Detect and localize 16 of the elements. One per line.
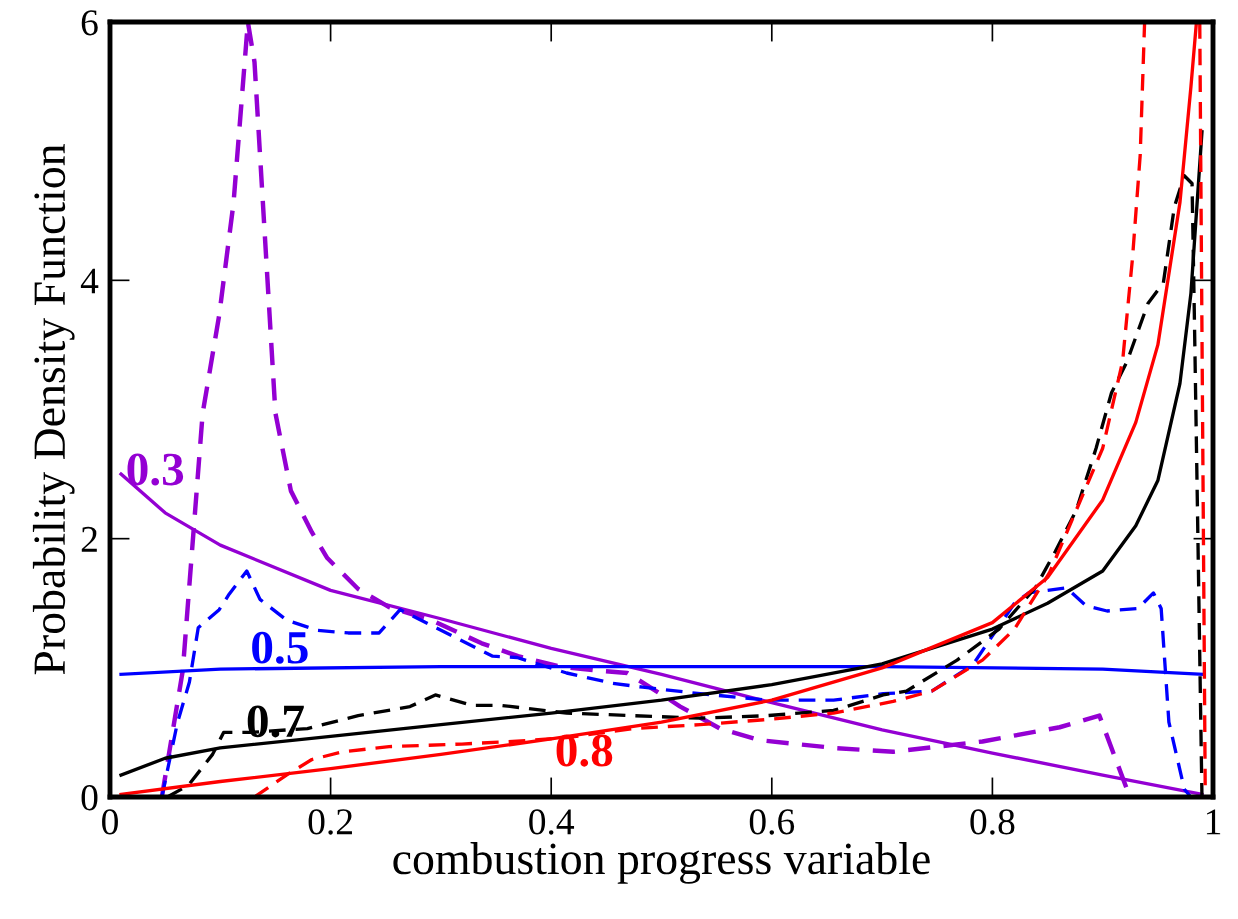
x-tick-label: 0.6 xyxy=(749,809,795,835)
y-tick-label: 0 xyxy=(81,785,98,811)
x-axis-title: combustion progress variable xyxy=(393,842,930,884)
series-label: 0.3 xyxy=(127,453,184,486)
x-tick-label: 0.4 xyxy=(529,809,575,835)
y-tick-label: 4 xyxy=(80,268,99,294)
y-tick-label: 2 xyxy=(81,526,97,552)
series-label: 0.7 xyxy=(247,705,304,738)
series-label: 0.5 xyxy=(252,631,308,664)
x-tick-label: 1 xyxy=(1206,809,1221,835)
x-tick-label: 0.8 xyxy=(970,809,1015,835)
y-axis-title: Probability Density Function xyxy=(32,144,75,675)
y-tick-label: 6 xyxy=(81,10,98,36)
x-tick-label: 0.2 xyxy=(308,809,352,835)
x-tick-label: 0 xyxy=(102,809,118,835)
series-label: 0.8 xyxy=(556,734,613,767)
